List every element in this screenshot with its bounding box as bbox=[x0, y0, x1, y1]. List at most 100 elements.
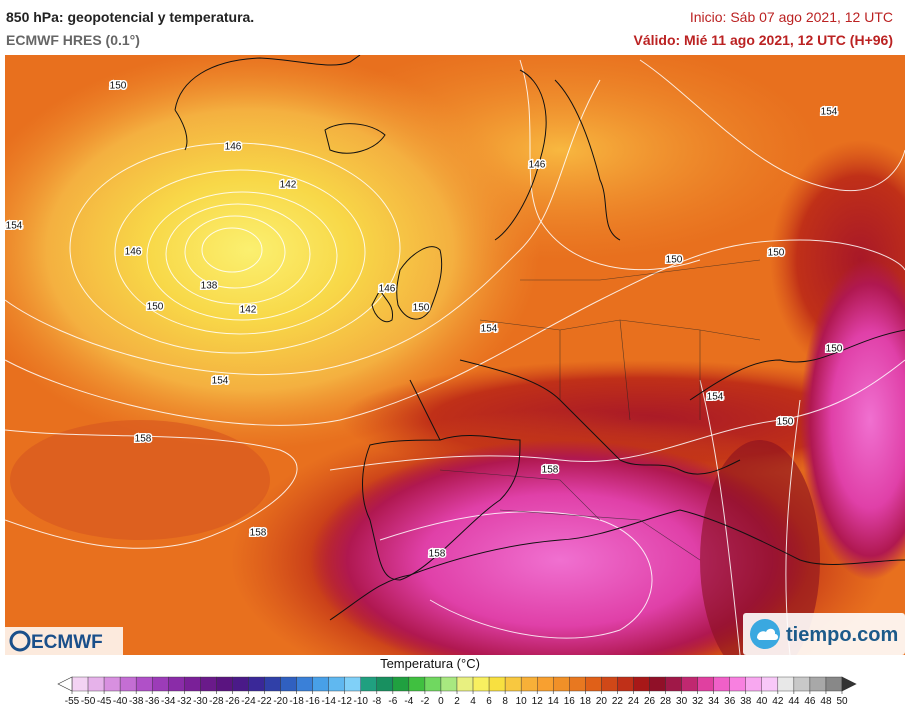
color-box bbox=[103, 676, 121, 692]
color-box bbox=[456, 676, 474, 692]
colorbar-title: Temperatura (°C) bbox=[380, 656, 480, 671]
colorbar-tick-label: 10 bbox=[516, 696, 528, 707]
tiempo-logo: tiempo.com bbox=[743, 613, 905, 655]
color-box bbox=[280, 676, 297, 692]
color-box bbox=[408, 676, 426, 692]
contour-label: 150 bbox=[413, 303, 430, 314]
temp-field bbox=[800, 260, 905, 580]
color-box bbox=[617, 676, 634, 692]
colorbar-tick-label: 20 bbox=[596, 696, 608, 707]
contour-label: 154 bbox=[707, 392, 724, 403]
colorbar-tick-label: 6 bbox=[486, 696, 492, 707]
color-box bbox=[119, 676, 137, 692]
colorbar-tick-label: -10 bbox=[354, 696, 369, 707]
color-box bbox=[713, 676, 730, 692]
color-box bbox=[312, 676, 329, 692]
colorbar-tick-label: 26 bbox=[644, 696, 656, 707]
colorbar-tick-label: 32 bbox=[692, 696, 704, 707]
color-box bbox=[793, 676, 811, 692]
color-box bbox=[681, 676, 698, 692]
colorbar-tick-label: -18 bbox=[289, 696, 304, 707]
colorbar-tick-label: -32 bbox=[177, 696, 192, 707]
color-box bbox=[392, 676, 410, 692]
color-box bbox=[87, 676, 105, 692]
color-box bbox=[296, 676, 313, 692]
color-box bbox=[216, 676, 233, 692]
colorbar-tick-label: 4 bbox=[470, 696, 476, 707]
colorbar-tick-label: -24 bbox=[241, 696, 256, 707]
color-box bbox=[440, 676, 458, 692]
colorbar-tick-label: -38 bbox=[129, 696, 144, 707]
contour-label: 150 bbox=[826, 344, 843, 355]
colorbar-tick-label: 8 bbox=[502, 696, 508, 707]
colorbar-tick-label: 46 bbox=[804, 696, 816, 707]
color-box bbox=[232, 676, 249, 692]
color-box bbox=[184, 676, 201, 692]
color-box bbox=[809, 676, 827, 692]
colorbar-tick-label: -55 bbox=[65, 696, 80, 707]
color-box bbox=[472, 676, 490, 692]
color-box bbox=[825, 676, 843, 692]
colorbar-tick-label: -28 bbox=[209, 696, 224, 707]
colorbar-tick-label: 36 bbox=[724, 696, 736, 707]
contour-label: 158 bbox=[542, 465, 559, 476]
coastlines bbox=[174, 55, 905, 621]
color-box bbox=[761, 676, 779, 692]
temp-field bbox=[310, 440, 810, 655]
color-box bbox=[200, 676, 217, 692]
colorbar-tick-label: -40 bbox=[113, 696, 128, 707]
init-date: Inicio: Sáb 07 ago 2021, 12 UTC bbox=[690, 9, 893, 25]
colorbar-tick-label: -12 bbox=[337, 696, 352, 707]
color-box bbox=[248, 676, 265, 692]
color-box bbox=[344, 676, 361, 692]
map: 150 146 142 154 146 138 142 150 146 150 … bbox=[5, 55, 905, 655]
color-box bbox=[697, 676, 714, 692]
color-box bbox=[504, 676, 522, 692]
temp-field bbox=[5, 55, 540, 450]
colorbar-tick-label: -20 bbox=[273, 696, 288, 707]
colorbar-tick-label: -36 bbox=[145, 696, 160, 707]
contour-label: 138 bbox=[201, 281, 218, 292]
colorbar-tick-label: 22 bbox=[612, 696, 624, 707]
colorbar-tick-label: -8 bbox=[372, 696, 381, 707]
colorbar-tick-label: 18 bbox=[580, 696, 592, 707]
colorbar-tick-label: -14 bbox=[321, 696, 336, 707]
contour-labels: 150 146 142 154 146 138 142 150 146 150 … bbox=[5, 79, 844, 561]
contour-label: 146 bbox=[379, 284, 396, 295]
contour-label: 158 bbox=[429, 549, 446, 560]
color-box bbox=[168, 676, 185, 692]
color-box bbox=[745, 676, 762, 692]
color-box bbox=[777, 676, 795, 692]
contour-label: 150 bbox=[666, 255, 683, 266]
contour-label: 146 bbox=[529, 160, 546, 171]
title: 850 hPa: geopotencial y temperatura. bbox=[6, 9, 254, 25]
colorbar-tick-label: -4 bbox=[404, 696, 413, 707]
color-box bbox=[71, 676, 89, 692]
tiempo-text: tiempo.com bbox=[786, 624, 898, 646]
colorbar-tick-label: -34 bbox=[161, 696, 176, 707]
color-box bbox=[729, 676, 746, 692]
color-box bbox=[633, 676, 650, 692]
colorbar-tick-label: 28 bbox=[660, 696, 672, 707]
colorbar-tick-label: 42 bbox=[772, 696, 784, 707]
color-box bbox=[328, 676, 345, 692]
colorbar-tick-label: 12 bbox=[532, 696, 544, 707]
model: ECMWF HRES (0.1°) bbox=[6, 32, 140, 48]
colorbar-tick-label: 44 bbox=[788, 696, 800, 707]
colorbar-tick-label: -26 bbox=[225, 696, 240, 707]
colorbar-tick-label: -6 bbox=[388, 696, 397, 707]
colorbar-tick-label: 16 bbox=[564, 696, 576, 707]
contour-label: 150 bbox=[777, 417, 794, 428]
colorbar-tick-label: 38 bbox=[740, 696, 752, 707]
ecmwf-text: ECMWF bbox=[31, 632, 103, 653]
colorbar-tick-label: 50 bbox=[836, 696, 848, 707]
contour-label: 158 bbox=[135, 434, 152, 445]
contour-label: 150 bbox=[768, 248, 785, 259]
contour-label: 146 bbox=[225, 142, 242, 153]
color-box bbox=[264, 676, 281, 692]
color-box bbox=[601, 676, 618, 692]
color-box bbox=[569, 676, 586, 692]
contour-label: 142 bbox=[240, 305, 257, 316]
contour-label: 150 bbox=[110, 81, 127, 92]
